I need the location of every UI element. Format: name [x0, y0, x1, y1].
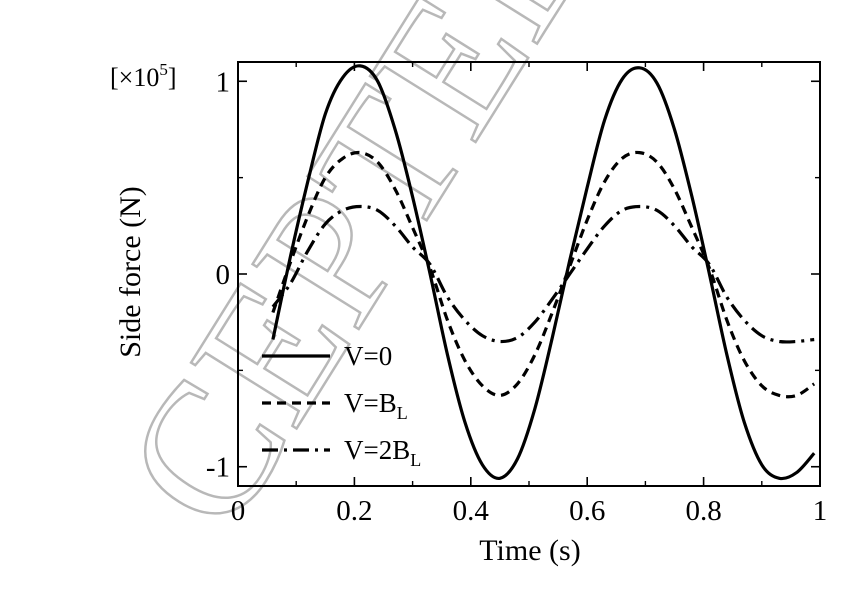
y-tick-label: 1	[216, 66, 231, 98]
x-axis-title: Time (s)	[479, 534, 580, 567]
legend-label-2: V=BL	[344, 388, 408, 423]
y-scale-label: [×105]	[110, 60, 177, 92]
legend-label-1: V=0	[344, 341, 392, 371]
x-tick-labels: 0 0.2 0.4 0.6 0.8 1	[231, 495, 828, 527]
tick-marks	[237, 62, 821, 486]
x-tick-label: 0.4	[453, 495, 490, 527]
legend-label-3: V=2BL	[344, 435, 421, 470]
x-tick-label: 0.8	[685, 495, 721, 527]
y-tick-labels: -1 0 1	[206, 66, 230, 483]
x-tick-label: 1	[813, 495, 828, 527]
series-line-3	[271, 204, 815, 344]
x-tick-label: 0	[231, 495, 246, 527]
series-line-1	[271, 64, 816, 481]
y-axis-title: Side force (N)	[114, 186, 147, 358]
series-lines	[271, 64, 816, 481]
y-tick-label: 0	[216, 259, 231, 291]
legend: V=0 V=BL V=2BL	[262, 341, 421, 470]
x-tick-label: 0.2	[336, 495, 372, 527]
x-tick-label: 0.6	[569, 495, 605, 527]
y-tick-label: -1	[206, 452, 230, 484]
series-line-2	[271, 150, 816, 399]
